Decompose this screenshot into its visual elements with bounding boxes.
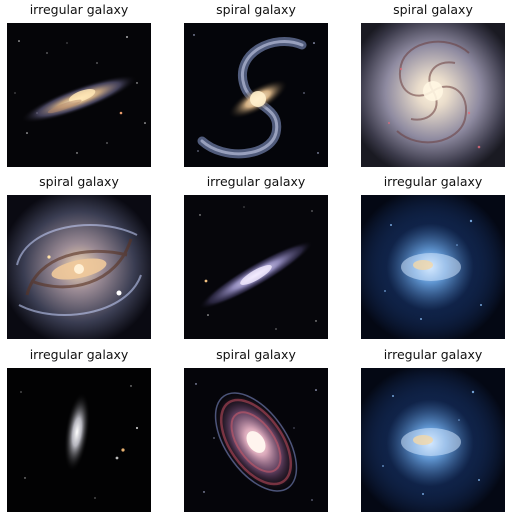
image-caption: spiral galaxy [39, 174, 119, 189]
galaxy-image [361, 195, 505, 339]
image-caption: spiral galaxy [393, 2, 473, 17]
image-caption: irregular galaxy [206, 174, 306, 189]
image-caption: irregular galaxy [29, 2, 129, 17]
image-caption: spiral galaxy [216, 347, 296, 362]
galaxy-image [361, 368, 505, 512]
galaxy-image [7, 195, 151, 339]
galaxy-image [184, 23, 328, 167]
image-caption: irregular galaxy [383, 347, 483, 362]
image-caption: irregular galaxy [29, 347, 129, 362]
galaxy-image [361, 23, 505, 167]
galaxy-image [184, 195, 328, 339]
galaxy-image [184, 368, 328, 512]
galaxy-image [7, 368, 151, 512]
image-caption: irregular galaxy [383, 174, 483, 189]
image-caption: spiral galaxy [216, 2, 296, 17]
galaxy-image [7, 23, 151, 167]
